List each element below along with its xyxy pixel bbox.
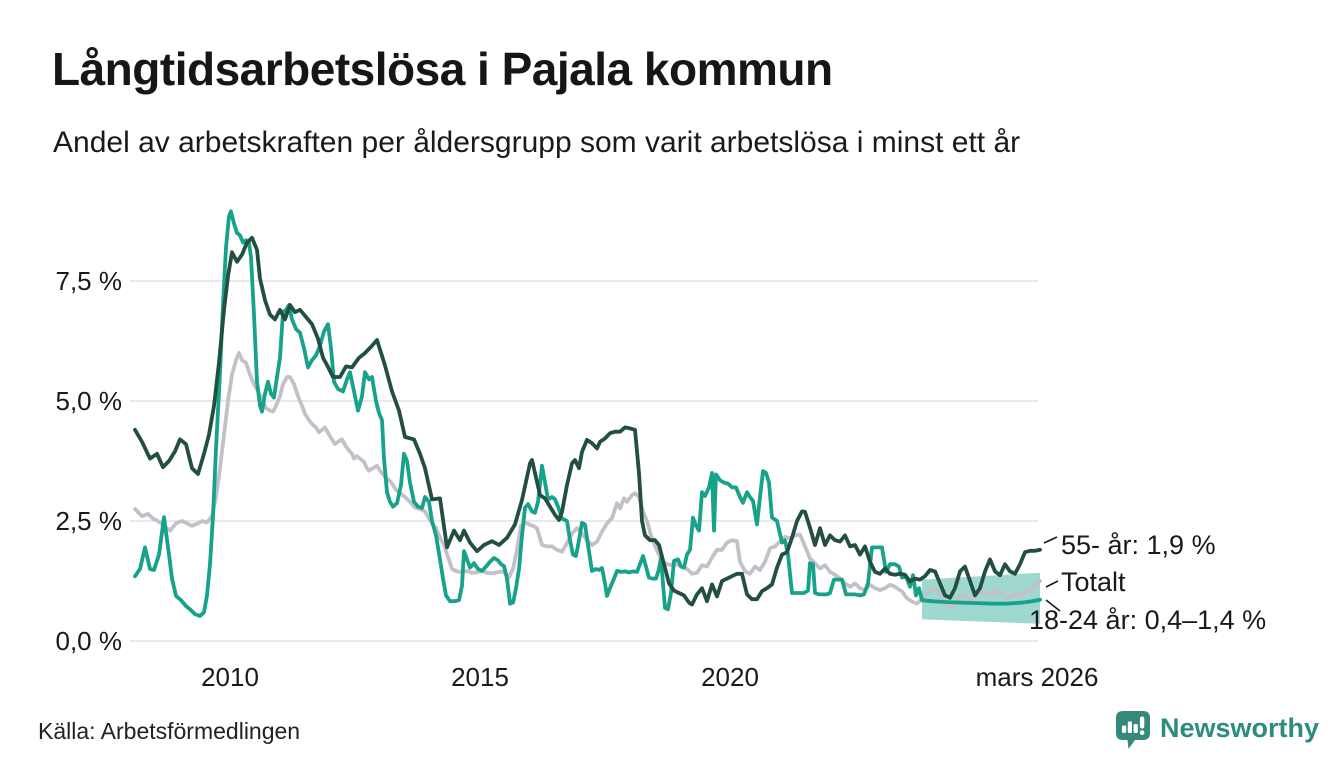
series-label-18-24: 18-24 år: 0,4–1,4 %	[1029, 605, 1267, 635]
y-tick-5-0: 5,0 %	[55, 386, 123, 416]
gridlines	[130, 280, 1038, 642]
connector-55-line	[1043, 536, 1058, 544]
page-subtitle: Andel av arbetskraften per åldersgrupp s…	[53, 126, 1021, 159]
label-connectors	[1043, 536, 1061, 612]
series-line-total	[133, 351, 1042, 610]
series-label-55-plus: 55- år: 1,9 %	[1061, 530, 1216, 560]
forecast-band	[922, 572, 1040, 624]
newsworthy-brand-link[interactable]: Newsworthy	[1116, 711, 1319, 751]
y-tick-7-5: 7,5 %	[55, 266, 123, 296]
series-label-total: Totalt	[1061, 567, 1126, 597]
x-tick-2015: 2015	[451, 662, 509, 692]
series-line-55-plus	[133, 235, 1042, 607]
connector-total-line	[1045, 580, 1059, 588]
forecast-band-layer	[922, 572, 1040, 624]
y-tick-2-5: 2,5 %	[55, 506, 123, 536]
source-note: Källa: Arbetsförmedlingen	[38, 718, 301, 744]
series-lines-layer	[133, 209, 1042, 618]
page-title: Långtidsarbetslösa i Pajala kommun	[52, 43, 833, 95]
newsworthy-brand-name: Newsworthy	[1160, 713, 1320, 743]
x-tick-2010: 2010	[201, 662, 259, 692]
y-tick-0: 0,0 %	[55, 626, 123, 656]
x-tick-mars-2026: mars 2026	[975, 662, 1099, 692]
x-tick-2020: 2020	[701, 662, 759, 692]
series-line-18-24	[133, 209, 1042, 618]
newsworthy-logo-icon	[1116, 711, 1150, 751]
